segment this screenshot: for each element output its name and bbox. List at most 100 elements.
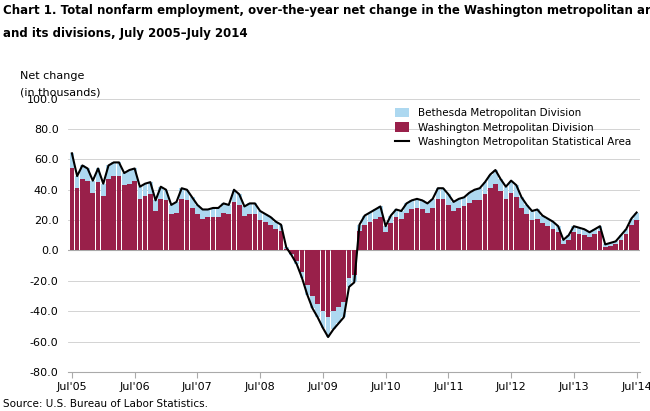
Bar bbox=[425, 203, 430, 212]
Bar bbox=[634, 220, 639, 250]
Bar bbox=[629, 225, 634, 250]
Bar bbox=[430, 199, 435, 208]
Bar bbox=[211, 208, 215, 217]
Bar bbox=[582, 229, 587, 235]
Bar bbox=[545, 226, 550, 250]
Bar bbox=[415, 208, 419, 250]
Bar bbox=[525, 214, 529, 250]
Text: Chart 1. Total nonfarm employment, over-the-year net change in the Washington me: Chart 1. Total nonfarm employment, over-… bbox=[3, 4, 650, 17]
Bar bbox=[614, 241, 618, 245]
Bar bbox=[519, 197, 524, 208]
Bar bbox=[320, 311, 325, 328]
Bar bbox=[85, 181, 90, 250]
Bar bbox=[462, 197, 467, 206]
Bar bbox=[499, 191, 503, 250]
Bar bbox=[341, 302, 346, 317]
Bar bbox=[279, 231, 283, 250]
Bar bbox=[279, 225, 283, 231]
Bar bbox=[389, 215, 393, 223]
Bar bbox=[378, 217, 383, 250]
Bar bbox=[237, 194, 242, 205]
Bar bbox=[331, 311, 335, 330]
Bar bbox=[70, 153, 74, 169]
Bar bbox=[242, 206, 247, 215]
Bar bbox=[462, 206, 467, 250]
Bar bbox=[284, 247, 289, 249]
Bar bbox=[415, 199, 419, 208]
Bar bbox=[190, 197, 194, 208]
Bar bbox=[226, 205, 231, 214]
Bar bbox=[499, 179, 503, 191]
Bar bbox=[159, 187, 163, 199]
Bar bbox=[352, 250, 357, 275]
Bar bbox=[551, 222, 555, 229]
Bar bbox=[619, 235, 623, 240]
Bar bbox=[310, 296, 315, 308]
Bar bbox=[441, 188, 445, 199]
Bar bbox=[493, 170, 498, 184]
Bar bbox=[305, 285, 309, 295]
Bar bbox=[566, 235, 571, 240]
Bar bbox=[530, 220, 534, 250]
Bar bbox=[174, 212, 179, 250]
Bar bbox=[566, 240, 571, 250]
Bar bbox=[289, 254, 294, 255]
Bar bbox=[133, 181, 137, 250]
Bar bbox=[629, 219, 634, 225]
Bar bbox=[111, 162, 116, 176]
Bar bbox=[509, 193, 514, 250]
Bar bbox=[493, 184, 498, 250]
Bar bbox=[216, 208, 220, 217]
Bar bbox=[289, 250, 294, 254]
Bar bbox=[80, 166, 84, 179]
Bar bbox=[456, 199, 461, 208]
Bar bbox=[116, 176, 122, 250]
Bar bbox=[195, 214, 200, 250]
Bar bbox=[399, 211, 404, 219]
Bar bbox=[430, 208, 435, 250]
Bar bbox=[477, 201, 482, 250]
Bar bbox=[535, 219, 539, 250]
Bar bbox=[284, 249, 289, 250]
Bar bbox=[504, 199, 508, 250]
Bar bbox=[127, 184, 132, 250]
Bar bbox=[205, 210, 210, 217]
Bar bbox=[96, 169, 100, 182]
Bar bbox=[190, 208, 194, 250]
Bar bbox=[153, 211, 158, 250]
Bar bbox=[300, 272, 304, 278]
Bar bbox=[597, 231, 603, 250]
Bar bbox=[545, 219, 550, 226]
Bar bbox=[127, 170, 132, 184]
Bar bbox=[482, 182, 488, 194]
Bar bbox=[603, 247, 608, 250]
Bar bbox=[221, 212, 226, 250]
Bar bbox=[242, 215, 247, 250]
Bar bbox=[446, 205, 450, 250]
Bar bbox=[467, 203, 472, 250]
Bar bbox=[373, 210, 378, 219]
Bar bbox=[619, 240, 623, 250]
Bar bbox=[436, 188, 440, 199]
Bar bbox=[268, 217, 273, 225]
Bar bbox=[75, 176, 79, 188]
Text: Source: U.S. Bureau of Labor Statistics.: Source: U.S. Bureau of Labor Statistics. bbox=[3, 399, 208, 409]
Bar bbox=[159, 199, 163, 250]
Bar bbox=[221, 203, 226, 212]
Bar bbox=[514, 197, 519, 250]
Bar bbox=[216, 217, 220, 250]
Bar bbox=[106, 179, 111, 250]
Bar bbox=[357, 225, 362, 231]
Bar bbox=[394, 210, 398, 217]
Bar bbox=[582, 235, 587, 250]
Bar bbox=[571, 232, 576, 250]
Bar bbox=[326, 317, 330, 337]
Bar bbox=[111, 176, 116, 250]
Bar bbox=[608, 246, 613, 250]
Bar bbox=[482, 194, 488, 250]
Bar bbox=[352, 275, 357, 282]
Bar bbox=[179, 188, 184, 199]
Bar bbox=[80, 179, 84, 250]
Bar bbox=[404, 203, 409, 212]
Bar bbox=[577, 234, 582, 250]
